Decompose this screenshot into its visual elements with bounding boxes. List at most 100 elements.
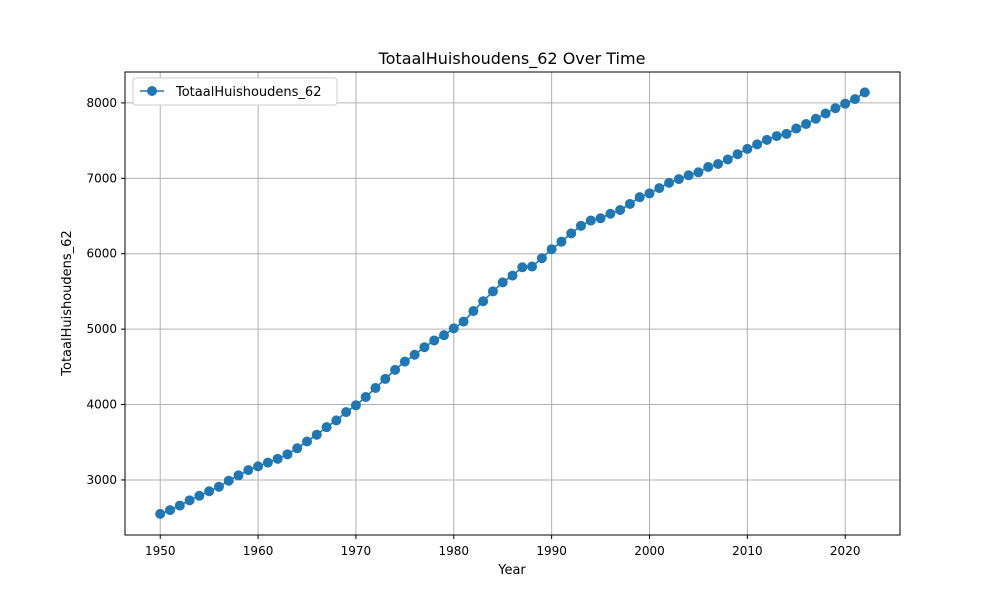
data-point [448,323,459,334]
data-point [174,500,185,511]
x-axis-label: Year [497,563,526,578]
data-point [311,429,322,440]
data-point [399,356,410,367]
data-point [507,270,518,281]
data-point [771,131,782,142]
x-tick-label: 1970 [341,544,372,558]
x-tick-label: 1950 [145,544,176,558]
data-point [791,123,802,134]
y-tick-label: 5000 [86,322,117,336]
data-point [390,364,401,375]
data-point [165,505,176,516]
data-point [243,465,254,476]
data-point [615,204,626,215]
data-point [527,261,538,272]
data-point [331,415,342,426]
data-point [321,422,332,433]
y-tick-label: 6000 [86,247,117,261]
data-point [292,443,303,454]
data-point [664,177,675,188]
data-point [722,154,733,165]
data-point [419,342,430,353]
plot-frame [124,71,901,536]
data-point [585,215,596,226]
data-point [575,220,586,231]
data-point [341,407,352,418]
data-point [752,139,763,150]
data-point [155,508,166,519]
data-point [439,330,450,341]
data-point [458,316,469,327]
data-point [350,400,361,411]
data-point [487,286,498,297]
data-point [194,490,205,501]
legend-marker-swatch [147,86,157,96]
y-tick-label: 4000 [86,398,117,412]
data-point [634,192,645,203]
data-point [683,170,694,181]
data-point [272,453,283,464]
data-point [693,167,704,178]
data-point [204,486,215,497]
data-point [302,436,313,447]
data-point [820,108,831,119]
data-point [732,149,743,160]
data-point [517,262,528,273]
series-layer [155,87,870,519]
data-point [703,162,714,173]
data-point [673,174,684,185]
x-tick-label: 2000 [634,544,665,558]
data-point [184,495,195,506]
data-point [830,103,841,114]
data-point [536,253,547,264]
data-point [380,373,391,384]
y-tick-label: 8000 [86,96,117,110]
data-point [360,392,371,403]
data-point [409,349,420,360]
data-point [497,277,508,288]
x-tick-label: 1980 [439,544,470,558]
data-point [810,113,821,124]
grid [125,72,900,535]
data-point [644,188,655,199]
data-point [223,475,234,486]
data-point [233,470,244,481]
data-point [761,134,772,145]
data-point [624,198,635,209]
x-tick-label: 2010 [732,544,763,558]
data-point [849,94,860,105]
data-point [282,449,293,460]
data-point [859,87,870,98]
plot-area [125,72,900,535]
chart-title: TotaalHuishoudens_62 Over Time [378,49,646,69]
x-axis: 1950 1960 1970 1980 1990 2000 2010 2020 [145,535,861,558]
data-point [781,128,792,139]
x-tick-label: 1990 [536,544,567,558]
x-tick-label: 1960 [243,544,274,558]
data-point [478,296,489,307]
legend-label: TotaalHuishoudens_62 [175,85,321,100]
data-point [742,143,753,154]
y-tick-label: 7000 [86,171,117,185]
data-point [468,306,479,317]
data-point [595,213,606,224]
data-point [556,236,567,247]
data-point [712,158,723,169]
data-point [262,457,273,468]
data-point [370,382,381,393]
x-tick-label: 2020 [830,544,861,558]
data-point [654,183,665,194]
data-point [213,481,224,492]
y-axis: 3000 4000 5000 6000 7000 8000 [86,96,125,487]
y-tick-label: 3000 [86,473,117,487]
data-point [801,119,812,130]
data-point [429,335,440,346]
data-point [840,98,851,109]
data-point [253,461,264,472]
data-point [546,244,557,255]
legend-box [132,77,338,106]
data-point [605,208,616,219]
legend: TotaalHuishoudens_62 [132,77,338,106]
